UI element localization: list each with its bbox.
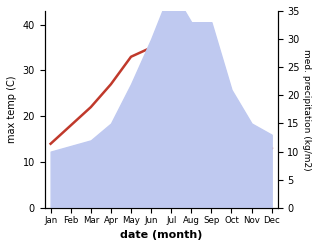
Y-axis label: max temp (C): max temp (C) (7, 76, 17, 143)
Y-axis label: med. precipitation (kg/m2): med. precipitation (kg/m2) (302, 49, 311, 170)
X-axis label: date (month): date (month) (120, 230, 202, 240)
